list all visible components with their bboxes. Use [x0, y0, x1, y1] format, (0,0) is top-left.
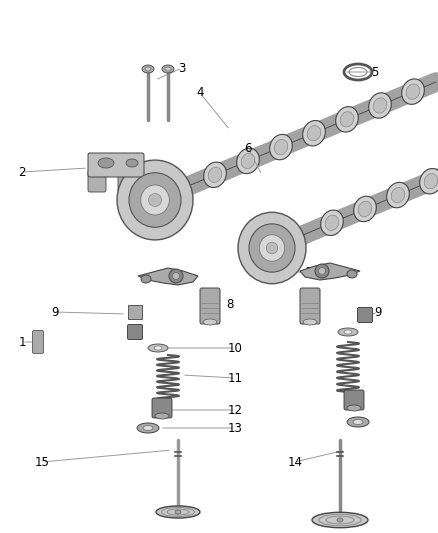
Bar	[128, 305, 142, 319]
Ellipse shape	[387, 182, 410, 208]
Ellipse shape	[318, 268, 325, 274]
Ellipse shape	[325, 215, 339, 230]
Ellipse shape	[141, 275, 151, 283]
Ellipse shape	[321, 210, 343, 236]
Text: 4: 4	[196, 86, 204, 100]
Ellipse shape	[117, 160, 193, 240]
Ellipse shape	[347, 417, 369, 427]
Ellipse shape	[238, 212, 306, 284]
Ellipse shape	[129, 173, 181, 227]
Ellipse shape	[241, 154, 255, 168]
Ellipse shape	[141, 185, 170, 215]
Ellipse shape	[126, 159, 138, 167]
Ellipse shape	[338, 328, 358, 336]
FancyBboxPatch shape	[200, 288, 220, 324]
Ellipse shape	[391, 188, 405, 203]
Text: 13: 13	[228, 422, 243, 434]
Ellipse shape	[266, 243, 278, 254]
FancyBboxPatch shape	[344, 390, 364, 410]
Ellipse shape	[307, 126, 321, 141]
FancyBboxPatch shape	[32, 330, 43, 353]
Ellipse shape	[424, 174, 438, 189]
Ellipse shape	[347, 405, 361, 411]
Ellipse shape	[336, 107, 358, 132]
Ellipse shape	[156, 506, 200, 518]
Text: 12: 12	[227, 403, 243, 416]
Ellipse shape	[137, 423, 159, 433]
Ellipse shape	[143, 425, 153, 431]
Text: 9: 9	[374, 305, 382, 319]
Ellipse shape	[406, 84, 420, 99]
Text: 11: 11	[227, 372, 243, 384]
Ellipse shape	[148, 193, 162, 206]
Polygon shape	[138, 268, 198, 285]
Ellipse shape	[249, 224, 295, 272]
Ellipse shape	[208, 167, 222, 182]
Ellipse shape	[347, 270, 357, 278]
Ellipse shape	[315, 264, 329, 278]
Text: 2: 2	[18, 166, 26, 179]
FancyBboxPatch shape	[118, 170, 136, 192]
Text: 14: 14	[287, 456, 303, 469]
Ellipse shape	[175, 510, 181, 514]
Ellipse shape	[340, 112, 354, 127]
Ellipse shape	[303, 319, 317, 325]
Ellipse shape	[204, 162, 226, 188]
Ellipse shape	[353, 419, 363, 424]
Ellipse shape	[162, 65, 174, 73]
Text: 8: 8	[226, 298, 234, 311]
Ellipse shape	[312, 512, 368, 528]
Ellipse shape	[169, 269, 183, 283]
Ellipse shape	[173, 272, 180, 279]
Ellipse shape	[165, 67, 171, 71]
Ellipse shape	[402, 79, 424, 104]
Ellipse shape	[259, 235, 285, 261]
Text: 7: 7	[306, 265, 314, 279]
FancyBboxPatch shape	[88, 153, 144, 177]
FancyBboxPatch shape	[300, 288, 320, 324]
Text: 10: 10	[228, 342, 243, 354]
Text: 3: 3	[178, 61, 186, 75]
Text: 1: 1	[18, 335, 26, 349]
Ellipse shape	[98, 158, 114, 168]
Text: 15: 15	[35, 456, 49, 469]
Ellipse shape	[155, 413, 169, 419]
Ellipse shape	[303, 120, 325, 146]
Ellipse shape	[420, 168, 438, 194]
FancyBboxPatch shape	[357, 308, 372, 322]
Ellipse shape	[237, 148, 259, 174]
Ellipse shape	[353, 196, 376, 222]
Polygon shape	[300, 263, 360, 280]
Ellipse shape	[154, 346, 162, 350]
Text: 5: 5	[371, 66, 379, 78]
Ellipse shape	[344, 330, 352, 334]
Ellipse shape	[358, 201, 372, 216]
Ellipse shape	[274, 140, 288, 155]
Ellipse shape	[373, 98, 387, 113]
Ellipse shape	[270, 134, 292, 160]
Ellipse shape	[148, 344, 168, 352]
FancyBboxPatch shape	[152, 398, 172, 418]
Text: 9: 9	[51, 305, 59, 319]
Text: 6: 6	[244, 141, 252, 155]
Ellipse shape	[369, 93, 391, 118]
Ellipse shape	[145, 67, 151, 71]
Ellipse shape	[337, 518, 343, 522]
FancyBboxPatch shape	[127, 325, 142, 340]
FancyBboxPatch shape	[88, 170, 106, 192]
Ellipse shape	[203, 319, 217, 325]
Ellipse shape	[142, 65, 154, 73]
